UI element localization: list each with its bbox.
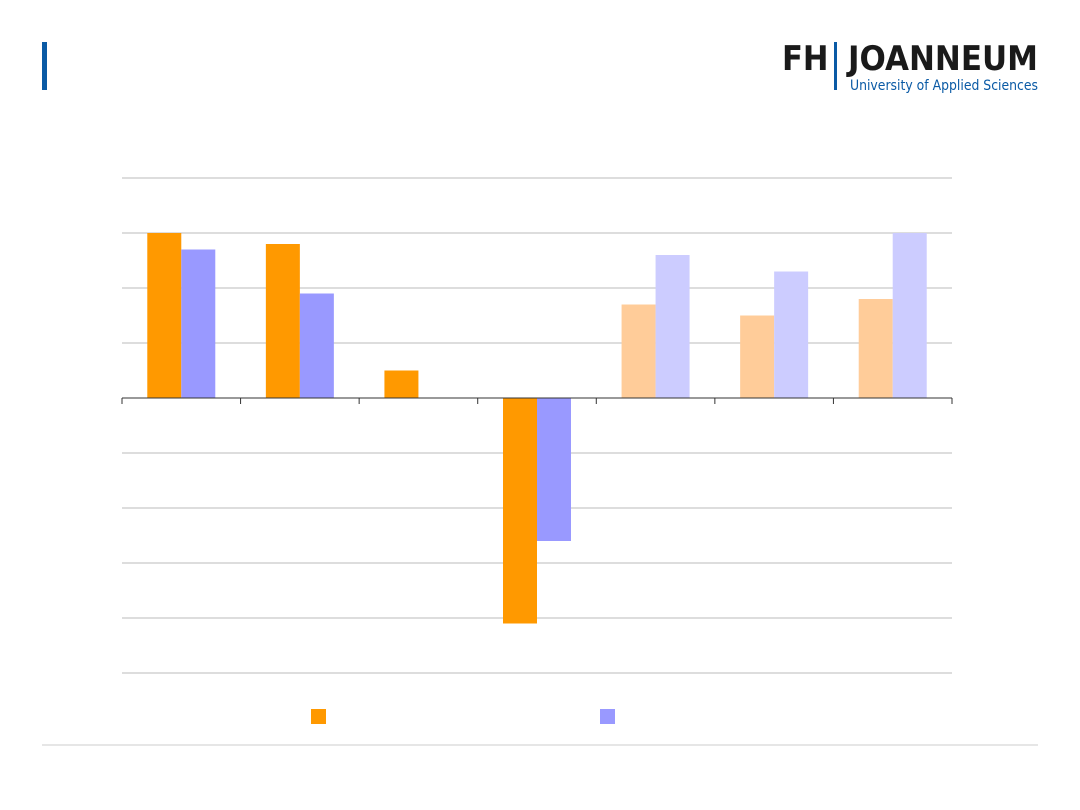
bar bbox=[299, 293, 334, 398]
accent-bar bbox=[42, 42, 47, 90]
bar bbox=[892, 233, 927, 398]
logo-left: FH bbox=[782, 39, 829, 79]
logo-divider bbox=[834, 42, 837, 90]
legend-swatch bbox=[311, 709, 326, 724]
bar bbox=[181, 249, 216, 398]
bar bbox=[655, 255, 690, 398]
bar bbox=[384, 370, 419, 398]
bar bbox=[774, 271, 809, 398]
bar bbox=[147, 233, 182, 398]
logo-right: JOANNEUM bbox=[846, 39, 1038, 79]
bar bbox=[503, 398, 537, 624]
legend-swatch bbox=[600, 709, 615, 724]
bar bbox=[537, 398, 571, 541]
logo-tagline: University of Applied Sciences bbox=[850, 78, 1038, 94]
bar bbox=[740, 315, 775, 398]
bar bbox=[858, 299, 893, 398]
bar bbox=[621, 304, 656, 398]
bar bbox=[265, 244, 300, 398]
